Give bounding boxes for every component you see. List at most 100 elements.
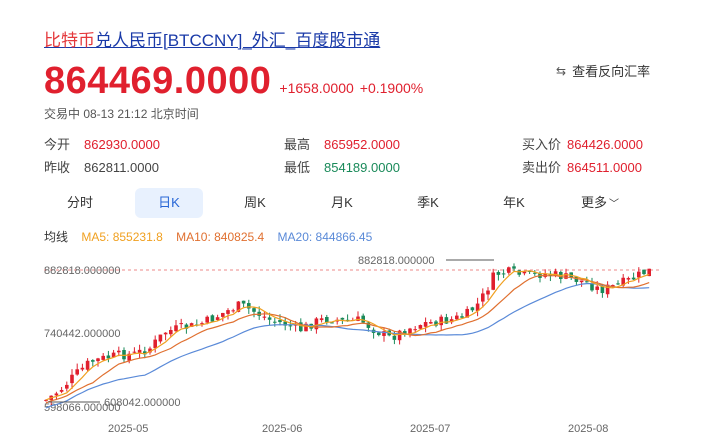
candle-body [75,369,79,375]
stat-low: 最低 854189.0000 [284,157,400,176]
candle-body [496,272,501,275]
min-marker-label: 608042.000000 [104,397,180,409]
candle-body [647,268,651,277]
candle-body [189,323,194,327]
candle-body [267,317,272,320]
candle-body [377,332,381,336]
candle-body [460,316,464,318]
ma-label: 均线 [44,230,69,244]
candle-body [382,331,386,336]
tab-intraday[interactable]: 分时 [66,195,93,210]
candle-body [439,316,443,326]
candle-body [247,303,251,309]
candles-group [44,263,651,406]
stat-open-label: 今开 [44,137,71,152]
tab-yearly-k[interactable]: 年K [503,195,525,210]
candle-body [423,322,428,327]
candlestick-chart[interactable]: 882818.000000 740442.000000 598066.00000… [0,250,716,437]
period-tabs: 分时 日K 周K 月K 季K 年K 更多 ﹀ [44,188,664,218]
stat-open: 今开 862930.0000 [44,134,160,153]
x-tick-label-jul: 2025-07 [410,423,450,435]
reverse-rate-link[interactable]: ⇆ 查看反向汇率 [556,61,650,80]
chevron-down-icon: ﹀ [609,199,619,210]
candle-body [215,317,220,320]
stat-high-value: 865952.0000 [324,137,400,152]
candle-body [273,321,277,323]
candle-body [455,315,459,320]
candle-body [153,339,157,349]
max-marker-label: 882818.000000 [358,255,434,267]
candle-body [85,360,90,370]
candle-body [501,273,506,275]
page-title[interactable]: 比特币兑人民币[BTCCNY]_外汇_百度股市通 [44,26,380,51]
candle-body [210,315,215,322]
candle-body [278,320,282,323]
candle-body [392,335,397,340]
candle-body [517,270,521,275]
candle-body [553,271,558,276]
candle-body [408,328,412,335]
candle-body [590,283,594,291]
candle-body [361,315,365,323]
candle-body [319,318,324,321]
stat-ask-label: 卖出价 [522,160,562,175]
ma5-value: MA5: 855231.8 [81,230,163,244]
candle-body [434,321,438,326]
ma5-line [45,270,650,401]
reverse-rate-label: 查看反向汇率 [572,64,651,79]
stat-bid: 买入价 864426.0000 [522,134,643,153]
tab-more[interactable]: 更多 ﹀ [566,188,634,218]
candle-body [111,352,116,358]
candle-body [106,355,111,359]
candle-body [605,284,610,295]
stat-prev-close-value: 862811.0000 [84,160,159,175]
candle-body [356,316,360,321]
tab-daily-k[interactable]: 日K [135,188,203,218]
title-rest: 兑人民币[BTCCNY]_外汇_百度股市通 [95,31,381,50]
candle-body [403,331,407,335]
candle-body [70,374,74,384]
candle-body [397,330,402,341]
candle-body [616,283,620,285]
y-tick-label-top: 882818.000000 [44,265,120,277]
candle-body [637,271,641,278]
candle-body [325,317,329,323]
candle-body [470,307,475,311]
candle-body [231,310,235,312]
candle-body [366,322,371,328]
candle-body [54,393,59,396]
ma-legend: 均线 MA5: 855231.8 MA10: 840825.4 MA20: 84… [44,228,382,245]
price-row: 864469.0000 +1658.0000 +0.1900% [44,58,423,102]
stat-low-label: 最低 [284,160,311,175]
x-tick-label-jun: 2025-06 [262,423,302,435]
candle-body [314,318,319,330]
tab-quarterly-k[interactable]: 季K [417,195,439,210]
y-tick-label-mid: 740442.000000 [44,328,120,340]
candle-body [449,319,454,323]
candle-body [143,351,147,355]
candle-body [491,272,495,290]
tab-weekly-k[interactable]: 周K [244,195,266,210]
candle-body [80,367,85,370]
candle-body [169,330,173,335]
candle-body [221,312,225,317]
swap-icon: ⇆ [556,63,567,78]
candle-body [122,350,126,360]
candle-body [465,308,469,318]
candle-body [262,316,267,318]
candle-body [595,286,599,290]
candle-body [236,301,241,312]
candle-body [600,286,605,294]
candle-body [148,348,152,353]
candle-body [127,353,131,361]
ma20-line [45,282,650,409]
tab-monthly-k[interactable]: 月K [331,195,353,210]
candle-body [174,325,178,332]
candle-body [522,271,527,274]
stat-prev-close-label: 昨收 [44,160,71,175]
candle-body [44,399,48,401]
candle-body [200,323,204,325]
candle-body [626,278,631,280]
candle-body [418,325,423,329]
tab-more-label: 更多 [580,195,607,210]
